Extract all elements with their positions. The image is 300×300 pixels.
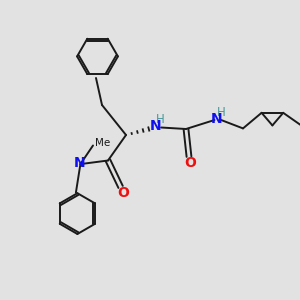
Text: H: H xyxy=(156,112,165,126)
Text: H: H xyxy=(217,106,226,119)
Text: O: O xyxy=(118,186,130,200)
Text: N: N xyxy=(211,112,222,126)
Text: N: N xyxy=(150,119,161,133)
Text: N: N xyxy=(74,156,85,170)
Text: Me: Me xyxy=(95,138,110,148)
Text: O: O xyxy=(184,156,196,170)
